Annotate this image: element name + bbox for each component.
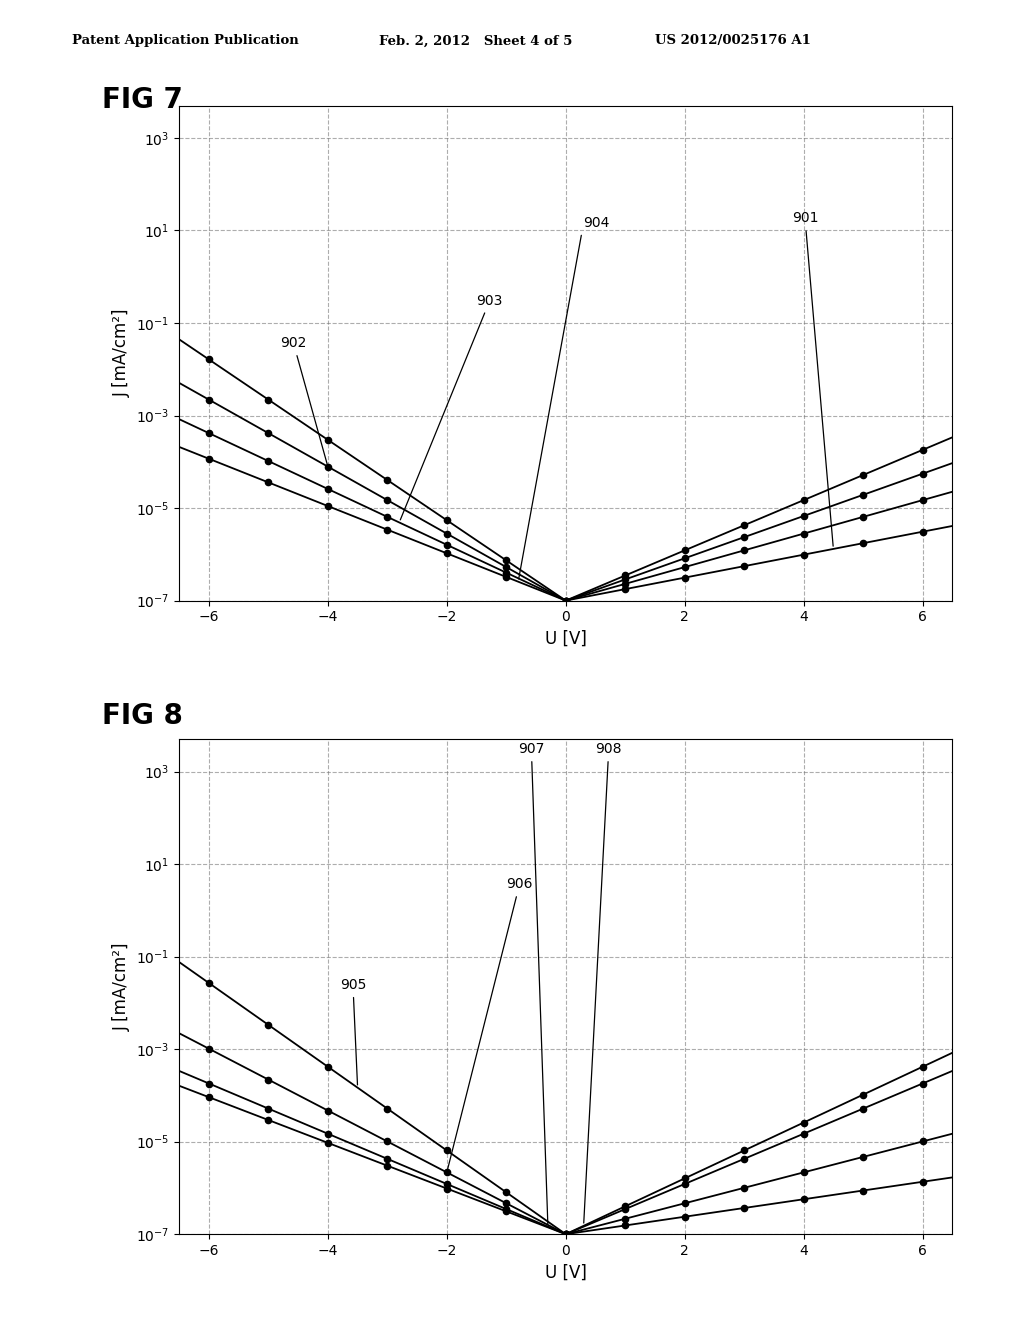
Text: 906: 906 (447, 878, 532, 1170)
Text: Patent Application Publication: Patent Application Publication (72, 34, 298, 48)
Y-axis label: J [mA/cm²]: J [mA/cm²] (113, 942, 131, 1031)
Text: FIG 8: FIG 8 (102, 702, 183, 730)
Text: 905: 905 (340, 978, 367, 1085)
Text: 907: 907 (518, 742, 548, 1224)
Text: 908: 908 (584, 742, 622, 1224)
Text: 901: 901 (792, 211, 834, 546)
Text: Feb. 2, 2012   Sheet 4 of 5: Feb. 2, 2012 Sheet 4 of 5 (379, 34, 572, 48)
Text: 903: 903 (400, 293, 503, 520)
X-axis label: U [V]: U [V] (545, 1263, 587, 1282)
Text: US 2012/0025176 A1: US 2012/0025176 A1 (655, 34, 811, 48)
Text: 904: 904 (519, 215, 610, 579)
Text: FIG 7: FIG 7 (102, 86, 183, 114)
Text: 902: 902 (281, 337, 327, 463)
Y-axis label: J [mA/cm²]: J [mA/cm²] (113, 309, 131, 397)
X-axis label: U [V]: U [V] (545, 630, 587, 648)
